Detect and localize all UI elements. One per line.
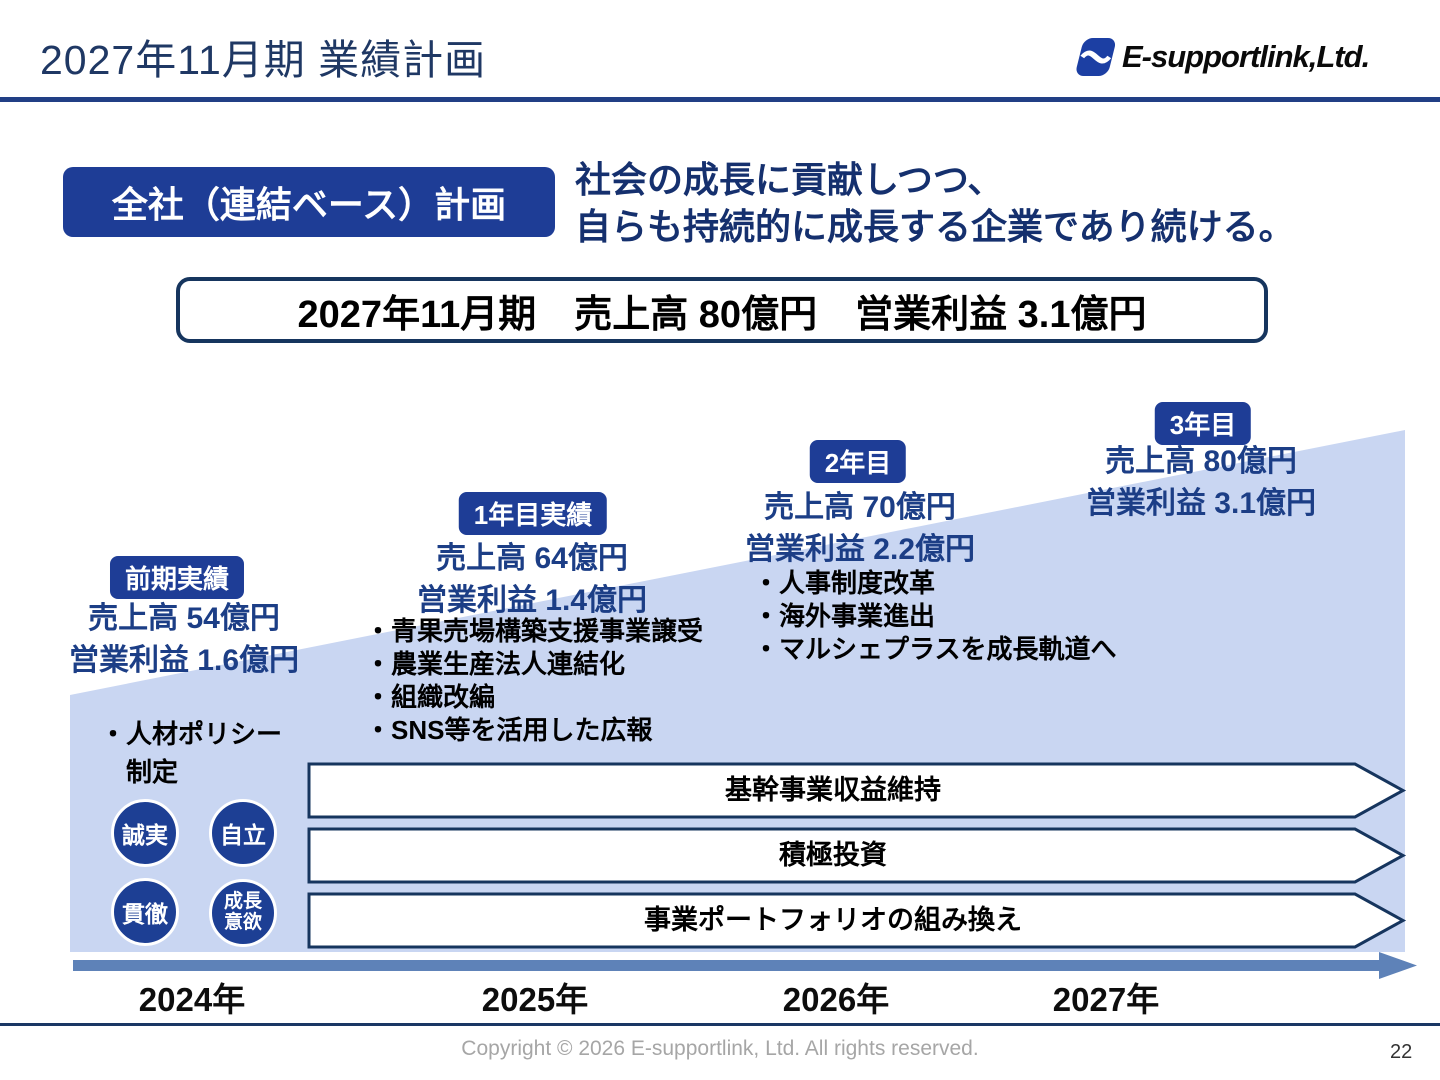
value-circle-seicho-iyoku: 成長意欲: [209, 879, 277, 947]
stage-profit: 営業利益 1.4億円: [416, 584, 648, 617]
value-circle-seijitsu: 誠実: [111, 799, 179, 867]
page-number: 22: [1390, 1041, 1413, 1063]
banner-label: 基幹事業収益維持: [725, 775, 941, 805]
timeline-arrow: [73, 952, 1417, 979]
bullet-item: ・人事制度改革: [753, 568, 936, 598]
banner-label: 事業ポートフォリオの組み換え: [644, 905, 1022, 935]
banner-arrow-shape: [307, 827, 1407, 884]
year-label-2026: 2026年: [782, 981, 890, 1018]
vision-line-2: 自らも持続的に成長する企業であり続ける。: [575, 206, 1295, 247]
stage-badge-year2: 2年目: [809, 440, 907, 483]
footer-rule: [0, 1023, 1440, 1026]
value-circle-jiritsu: 自立: [209, 799, 277, 867]
page-title: 2027年11月期 業績計画: [40, 37, 487, 83]
stage-revenue: 売上高 64億円: [436, 542, 628, 575]
stage-profit: 営業利益 1.6億円: [68, 644, 300, 677]
title-rule: [0, 97, 1440, 102]
logo-icon: [1076, 38, 1116, 76]
target-text: 2027年11月期 売上高 80億円 営業利益 3.1億円: [297, 293, 1147, 336]
vision-line-1: 社会の成長に貢献しつつ、: [575, 159, 1004, 200]
copyright-text: Copyright © 2026 E-supportlink, Ltd. All…: [461, 1037, 979, 1060]
stage-profit: 営業利益 2.2億円: [744, 533, 976, 566]
company-logo: E-supportlink,Ltd.: [1062, 34, 1370, 80]
banner-portfolio-restructure: 事業ポートフォリオの組み換え: [307, 892, 1407, 949]
bullet-item: ・SNS等を活用した広報: [365, 715, 653, 745]
year-label-2025: 2025年: [481, 981, 589, 1018]
stage-badge-prev: 前期実績: [109, 556, 245, 599]
bullet-item: ・海外事業進出: [753, 601, 936, 631]
bullet-item: ・青果売場構築支援事業譲受: [365, 616, 704, 646]
stage-revenue: 売上高 70億円: [764, 491, 956, 524]
stage-revenue: 売上高 80億円: [1105, 445, 1297, 478]
bullet-item: 制定: [100, 757, 179, 787]
banner-core-business: 基幹事業収益維持: [307, 762, 1407, 819]
banner-active-investment: 積極投資: [307, 827, 1407, 884]
stage-metrics-year1: 売上高 64億円 営業利益 1.4億円: [417, 538, 647, 622]
value-circle-kantetsu: 貫徹: [111, 878, 179, 946]
stage-badge-year1: 1年目実績: [458, 492, 608, 535]
stage-badge-year3: 3年目: [1154, 402, 1252, 445]
banner-arrow-shape: [307, 892, 1407, 949]
banner-label: 積極投資: [779, 840, 887, 870]
bullet-item: ・組織改編: [365, 682, 496, 712]
banner-arrow-shape: [307, 762, 1407, 819]
stage-bullets-year1: ・青果売場構築支援事業譲受 ・農業生産法人連結化 ・組織改編 ・SNS等を活用し…: [365, 615, 703, 747]
target-box: 2027年11月期 売上高 80億円 営業利益 3.1億円: [176, 277, 1268, 343]
logo-text: E-supportlink,Ltd.: [1122, 39, 1370, 74]
stage-metrics-prev: 売上高 54億円 営業利益 1.6億円: [69, 598, 299, 682]
year-label-2024: 2024年: [138, 981, 246, 1018]
stage-bullets-prev: ・人材ポリシー 制定: [100, 715, 282, 791]
stage-metrics-year2: 売上高 70億円 営業利益 2.2億円: [745, 487, 975, 571]
stage-profit: 営業利益 3.1億円: [1085, 487, 1317, 520]
stage-metrics-year3: 売上高 80億円 営業利益 3.1億円: [1086, 441, 1316, 525]
year-label-2027: 2027年: [1052, 981, 1160, 1018]
stage-bullets-year2: ・人事制度改革 ・海外事業進出 ・マルシェプラスを成長軌道へ: [753, 567, 1116, 666]
bullet-item: ・農業生産法人連結化: [365, 649, 626, 679]
vision-statement: 社会の成長に貢献しつつ、 自らも持続的に成長する企業であり続ける。: [575, 156, 1295, 250]
bullet-item: ・マルシェプラスを成長軌道へ: [753, 634, 1117, 664]
stage-revenue: 売上高 54億円: [88, 602, 280, 635]
plan-label-badge: 全社（連結ベース）計画: [63, 167, 555, 237]
bullet-item: ・人材ポリシー: [100, 719, 283, 749]
